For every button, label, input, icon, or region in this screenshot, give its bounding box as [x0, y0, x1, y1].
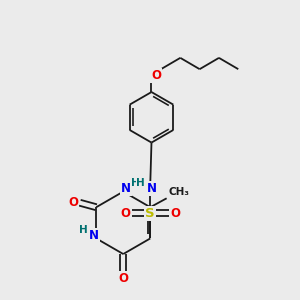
Text: S: S	[146, 207, 155, 220]
Text: N: N	[147, 182, 157, 195]
Text: H: H	[80, 225, 88, 235]
Text: O: O	[120, 207, 130, 220]
Text: N: N	[89, 229, 99, 242]
Text: O: O	[118, 272, 128, 285]
Text: O: O	[170, 207, 180, 220]
Text: O: O	[68, 196, 78, 209]
Text: H: H	[136, 178, 145, 188]
Text: H: H	[131, 178, 140, 188]
Text: N: N	[121, 182, 130, 195]
Text: CH₃: CH₃	[168, 187, 189, 197]
Text: O: O	[151, 69, 161, 82]
